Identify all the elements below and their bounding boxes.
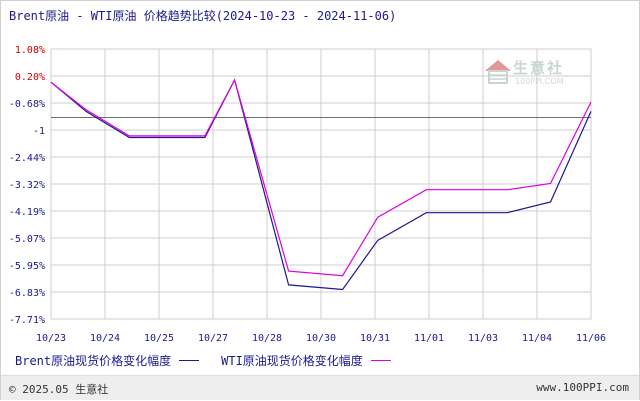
x-tick-label: 10/28 bbox=[252, 333, 282, 344]
y-tick-label: -4.19% bbox=[9, 207, 45, 218]
watermark-logo: 生意社 100PPI.COM bbox=[483, 57, 593, 93]
copyright-text: © 2025.05 生意社 bbox=[9, 383, 109, 396]
y-tick-label: 1.08% bbox=[15, 45, 45, 56]
legend-swatch-wti bbox=[370, 360, 391, 361]
legend-item-wti: WTI原油现货价格变化幅度 bbox=[221, 352, 391, 369]
y-tick-label: -1 bbox=[33, 126, 45, 137]
y-tick-label: -3.32% bbox=[9, 180, 45, 191]
y-tick-label: -7.71% bbox=[9, 315, 45, 326]
legend-swatch-brent bbox=[179, 360, 200, 361]
series-line-brent bbox=[50, 78, 592, 291]
x-tick-label: 10/27 bbox=[198, 333, 228, 344]
x-tick-label: 10/24 bbox=[90, 333, 120, 344]
watermark-text: 生意社 bbox=[513, 59, 565, 77]
legend-item-brent: Brent原油现货价格变化幅度 bbox=[15, 352, 200, 369]
footer-bar: © 2025.05 生意社 www.100PPI.com bbox=[1, 375, 639, 400]
x-tick-label: 11/06 bbox=[576, 333, 606, 344]
x-tick-label: 10/30 bbox=[306, 333, 336, 344]
chart-legend: Brent原油现货价格变化幅度 WTI原油现货价格变化幅度 bbox=[15, 352, 413, 369]
legend-label-wti: WTI原油现货价格变化幅度 bbox=[221, 354, 363, 368]
y-tick-label: -0.68% bbox=[9, 99, 45, 110]
x-tick-label: 11/04 bbox=[522, 333, 552, 344]
y-tick-label: -5.95% bbox=[9, 261, 45, 272]
chart-title: Brent原油 - WTI原油 价格趋势比较(2024-10-23 - 2024… bbox=[9, 9, 397, 23]
y-tick-label: -5.07% bbox=[9, 234, 45, 245]
x-tick-label: 11/03 bbox=[468, 333, 498, 344]
watermark-subtext: 100PPI.COM bbox=[515, 77, 564, 86]
x-tick-label: 10/31 bbox=[360, 333, 390, 344]
legend-label-brent: Brent原油现货价格变化幅度 bbox=[15, 354, 172, 368]
footer-link[interactable]: www.100PPI.com bbox=[536, 381, 629, 394]
series-line-wti bbox=[50, 78, 592, 277]
y-tick-label: -6.83% bbox=[9, 288, 45, 299]
x-tick-label: 11/01 bbox=[414, 333, 444, 344]
x-tick-label: 10/23 bbox=[36, 333, 66, 344]
y-tick-label: -2.44% bbox=[9, 153, 45, 164]
house-logo-icon bbox=[485, 60, 511, 84]
x-tick-label: 10/25 bbox=[144, 333, 174, 344]
y-tick-label: 0.20% bbox=[15, 72, 45, 83]
